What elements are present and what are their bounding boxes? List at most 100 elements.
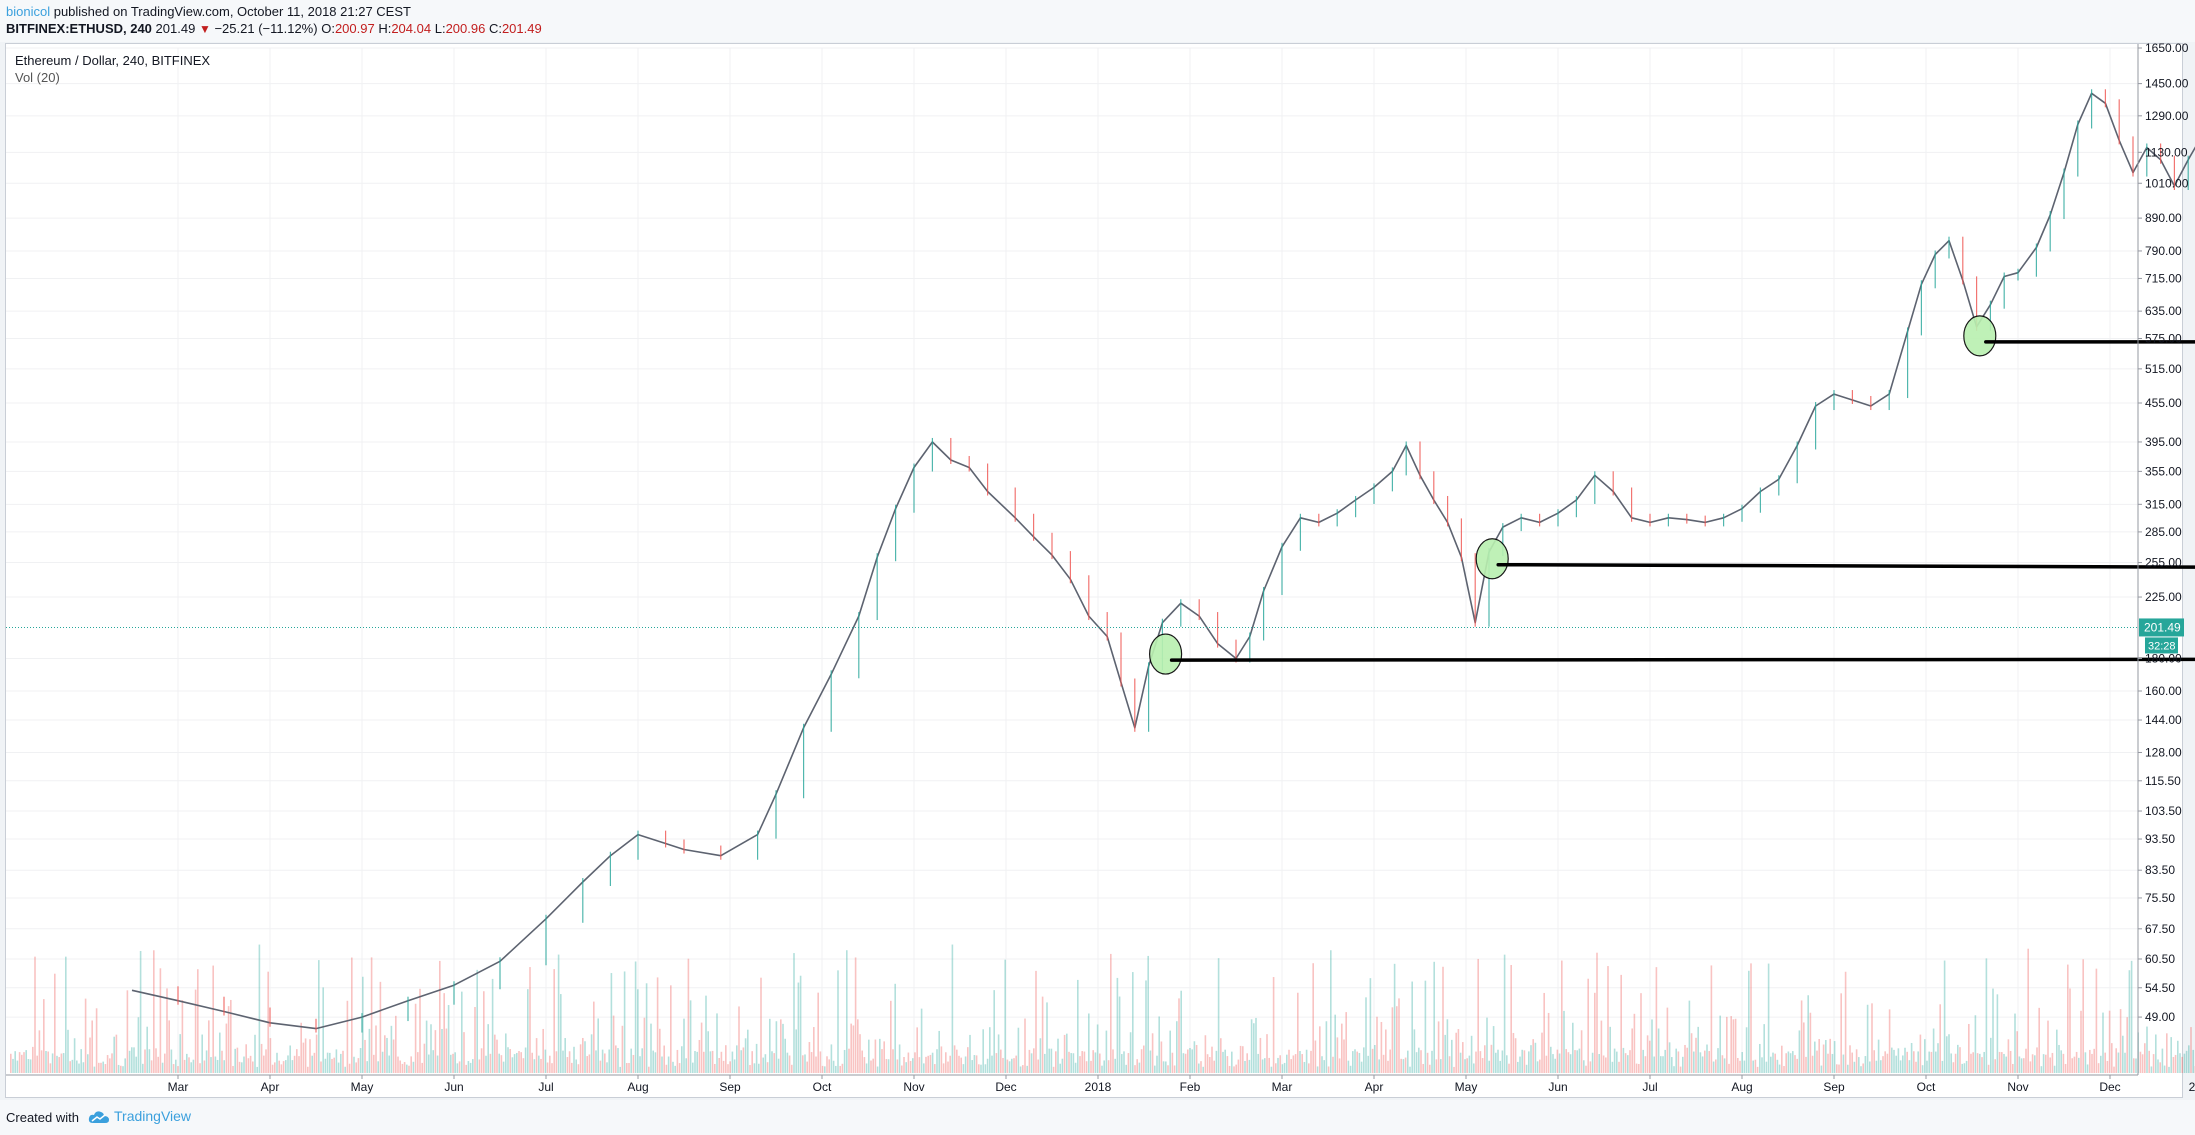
volume-bar: [1772, 1052, 1774, 1073]
volume-bar: [12, 1058, 14, 1073]
volume-bar: [773, 1053, 775, 1073]
volume-bar: [1264, 1058, 1266, 1073]
volume-bar: [964, 1056, 967, 1073]
volume-bar: [225, 1023, 228, 1073]
volume-bar: [95, 1008, 98, 1073]
volume-bar: [1343, 1039, 1345, 1073]
volume-bar: [1367, 1055, 1369, 1073]
volume-bar: [137, 1017, 140, 1073]
volume-bar: [282, 1061, 285, 1073]
volume-bar: [518, 1050, 520, 1073]
volume-bar: [1479, 1051, 1482, 1073]
price-chart[interactable]: 1650.00 1450.00 1290.00 1130.00 1010.00 890.0…: [0, 0, 2195, 1098]
volume-bar: [1160, 1041, 1163, 1073]
volume-bar: [2190, 1027, 2192, 1073]
price-axis[interactable]: 1650.00 1450.00 1290.00 1130.00 1010.00 890.0…: [2137, 41, 2189, 1075]
volume-bar: [362, 976, 364, 1073]
volume-bar: [1503, 954, 1506, 1073]
y-tick-label: 455.00: [2145, 396, 2182, 410]
volume-bar: [1391, 1007, 1394, 1073]
tradingview-link[interactable]: TradingView: [88, 1108, 191, 1124]
volume-bar: [1477, 958, 1479, 1073]
volume-bar: [637, 989, 639, 1073]
volume-bar: [298, 1056, 300, 1073]
volume-bar: [1206, 1054, 1209, 1073]
volume-bar: [663, 1045, 665, 1073]
volume-bar: [161, 1062, 164, 1073]
chart-area[interactable]: [5, 43, 2183, 1098]
last-price: 201.49: [155, 21, 196, 36]
volume-bar: [1767, 963, 1770, 1073]
volume-bar: [1492, 1026, 1495, 1073]
volume-bar: [78, 1063, 80, 1073]
volume-bar: [1444, 1034, 1446, 1073]
volume-bar: [1642, 1049, 1644, 1073]
y-tick-label: 75.50: [2145, 891, 2175, 905]
volume-bar: [192, 1059, 195, 1073]
volume-bar: [150, 1060, 153, 1073]
volume-bar: [1807, 995, 1809, 1073]
volume-bar: [1352, 1051, 1354, 1073]
volume-bar: [738, 1006, 740, 1073]
volume-bar: [1325, 1021, 1328, 1073]
volume-bar: [2135, 1058, 2137, 1073]
y-tick-label: 83.50: [2145, 863, 2175, 877]
volume-bar: [901, 1065, 903, 1073]
volume-bar: [751, 1051, 753, 1073]
volume-bar: [670, 985, 672, 1073]
volume-bar: [1323, 1060, 1325, 1073]
time-axis[interactable]: Mar Apr May Jun Jul Aug Sep Oct Nov Dec 2018 Feb Mar…: [6, 1074, 2195, 1094]
volume-bar: [1741, 1052, 1743, 1073]
volume-bar: [729, 1061, 731, 1073]
volume-bar: [1844, 971, 1847, 1073]
volume-bar: [2040, 1066, 2043, 1073]
author-link[interactable]: bionicol: [6, 4, 51, 19]
volume-bar: [582, 1037, 584, 1073]
volume-bar: [1919, 1034, 1922, 1073]
volume-bar: [1781, 1045, 1783, 1073]
volume-bar: [194, 989, 197, 1073]
volume-bar: [916, 1027, 918, 1073]
volume-bar: [1528, 1051, 1530, 1073]
y-tick-label: 49.00: [2145, 1010, 2175, 1024]
volume-bar: [2183, 1053, 2186, 1073]
volume-bar: [2106, 1060, 2109, 1073]
volume-bar: [1013, 1058, 1015, 1073]
x-tick-label: Nov: [2007, 1080, 2028, 1094]
volume-bar: [1517, 1061, 1519, 1073]
volume-bar: [1609, 1026, 1611, 1073]
volume-bar: [1800, 1000, 1803, 1073]
volume-bar: [1380, 1021, 1383, 1073]
volume-bar: [487, 1024, 489, 1073]
support-line: [1169, 657, 2195, 662]
countdown-label: 32:28: [2148, 640, 2176, 652]
last-price-label: 201.49: [2144, 620, 2181, 634]
volume-bar: [815, 1056, 817, 1073]
volume-bar: [980, 1064, 982, 1073]
x-tick-label: Jun: [1548, 1080, 1567, 1094]
volume-bar: [186, 1053, 188, 1073]
volume-bar: [1488, 1060, 1490, 1073]
volume-bar: [1237, 1059, 1240, 1073]
y-tick-label: 255.00: [2145, 556, 2182, 570]
volume-bar: [164, 1053, 166, 1073]
volume-bar: [1833, 1041, 1836, 1073]
volume-bar: [1990, 1037, 1992, 1073]
volume-bar: [1888, 1009, 1891, 1073]
high-value: 204.04: [391, 21, 432, 36]
volume-bar: [1510, 964, 1512, 1073]
volume-bar: [1723, 1058, 1726, 1073]
y-tick-label: 67.50: [2145, 922, 2175, 936]
volume-bar: [1778, 1064, 1781, 1073]
volume-bar: [626, 1063, 628, 1073]
volume-bar: [1633, 1013, 1636, 1073]
volume-bar: [216, 1059, 219, 1073]
volume-bar: [1371, 1048, 1374, 1073]
volume-bar: [1283, 1062, 1286, 1073]
volume-bar: [221, 1050, 223, 1073]
volume-bar: [1554, 1058, 1556, 1073]
volume-bar: [604, 1053, 606, 1073]
volume-bar: [276, 1052, 278, 1073]
volume-bar: [1378, 1059, 1380, 1073]
x-tick-label: Mar: [1272, 1080, 1293, 1094]
